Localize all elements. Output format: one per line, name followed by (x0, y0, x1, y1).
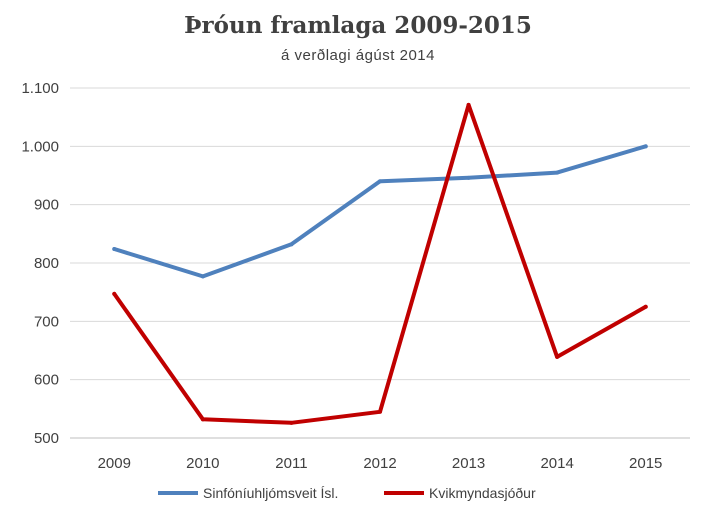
x-tick-label: 2009 (98, 455, 131, 472)
chart-title: Þróun framlaga 2009-2015 (184, 12, 532, 39)
y-axis-ticks: 500 600 700 800 900 1.000 1.100 (21, 80, 59, 447)
y-tick-label: 600 (34, 372, 59, 389)
y-tick-label: 900 (34, 197, 59, 214)
series-lines (112, 102, 648, 425)
data-point-0-3 (378, 179, 382, 184)
legend-label-1: Kvikmyndasjóður (429, 485, 536, 501)
y-tick-label: 700 (34, 313, 59, 330)
data-point-0-1 (200, 274, 205, 279)
x-tick-label: 2013 (452, 455, 485, 472)
gridlines (70, 87, 690, 439)
data-point-1-6 (643, 304, 648, 309)
data-point-1-3 (378, 409, 382, 414)
x-tick-label: 2012 (363, 455, 396, 472)
x-tick-label: 2014 (540, 455, 573, 472)
data-point-1-1 (200, 417, 205, 422)
series-line-0 (112, 144, 648, 279)
x-tick-label: 2011 (275, 455, 307, 472)
x-axis-ticks: 2009 2010 2011 2012 2013 2014 2015 (98, 455, 663, 472)
data-point-0-5 (555, 170, 560, 175)
data-point-0-4 (466, 175, 471, 180)
data-point-1-2 (289, 420, 294, 425)
x-tick-label: 2015 (629, 455, 662, 472)
legend: Sinfóníuhljómsveit Ísl. Kvikmyndasjóður (158, 485, 536, 501)
y-tick-label: 500 (34, 430, 59, 447)
data-point-1-4 (466, 102, 471, 107)
data-point-1-5 (555, 354, 560, 359)
legend-label-0: Sinfóníuhljómsveit Ísl. (203, 485, 338, 501)
data-point-1-0 (112, 291, 117, 296)
data-point-0-6 (643, 144, 648, 149)
y-tick-label: 1.100 (21, 80, 59, 97)
series-line-1 (112, 102, 648, 425)
y-tick-label: 800 (34, 255, 59, 272)
data-point-0-0 (112, 247, 117, 251)
y-tick-label: 1.000 (21, 138, 59, 155)
data-point-0-2 (289, 242, 294, 247)
chart-subtitle: á verðlagi ágúst 2014 (281, 47, 435, 64)
x-tick-label: 2010 (186, 455, 219, 472)
